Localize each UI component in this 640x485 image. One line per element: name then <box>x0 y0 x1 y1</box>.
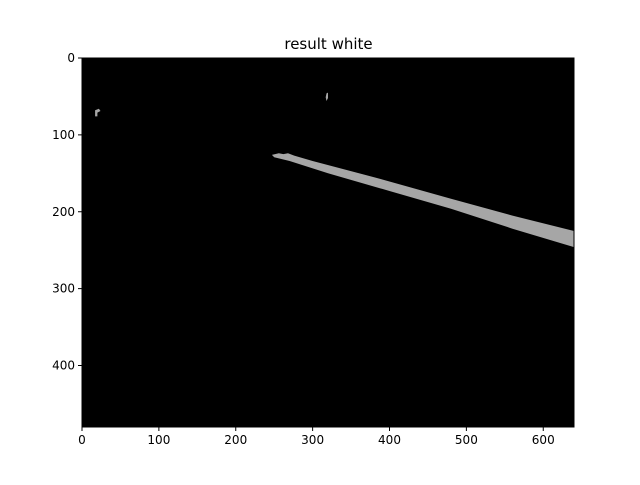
chart-title: result white <box>284 35 372 53</box>
y-tick-label: 200 <box>52 205 75 219</box>
x-tick-label: 600 <box>532 433 555 447</box>
top-speck <box>325 92 328 101</box>
y-tick-label: 0 <box>67 51 75 65</box>
y-tick-label: 400 <box>52 359 75 373</box>
left-blob <box>95 108 101 117</box>
x-tick-label: 300 <box>301 433 324 447</box>
image-background <box>82 58 574 427</box>
x-tick-label: 400 <box>378 433 401 447</box>
plot-area <box>81 57 575 428</box>
y-tick-label: 300 <box>52 282 75 296</box>
lane-stripe <box>271 153 574 248</box>
x-tick-label: 100 <box>147 433 170 447</box>
y-axis: 0 100 200 300 400 <box>52 51 82 373</box>
x-tick-label: 0 <box>78 433 86 447</box>
x-tick-label: 200 <box>224 433 247 447</box>
x-tick-label: 500 <box>455 433 478 447</box>
y-tick-label: 100 <box>52 128 75 142</box>
x-axis: 0 100 200 300 400 500 600 <box>78 427 555 447</box>
plot-frame <box>81 57 575 428</box>
